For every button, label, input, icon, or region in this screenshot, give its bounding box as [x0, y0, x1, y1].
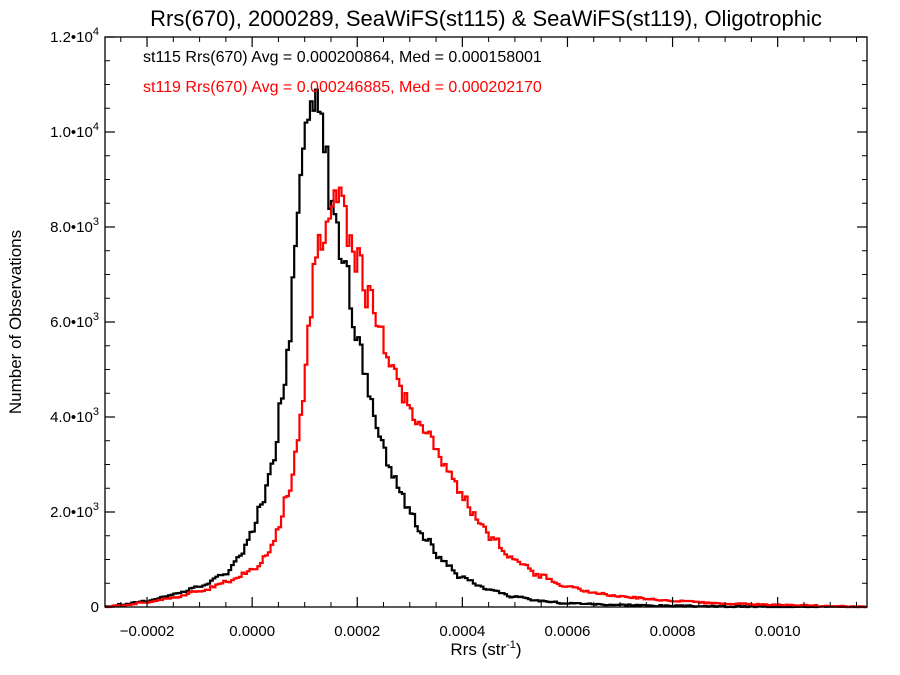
y-tick-label: 6.0•103 — [50, 311, 99, 331]
legend-st115: st115 Rrs(670) Avg = 0.000200864, Med = … — [143, 49, 542, 66]
x-tick-label: −0.0002 — [120, 623, 175, 640]
x-axis-label: Rrs (str-1) — [450, 639, 521, 659]
histogram-st119 — [105, 186, 867, 609]
x-tick-label: 0.0006 — [545, 623, 591, 640]
y-tick-label: 1.0•104 — [50, 121, 99, 141]
chart-title: Rrs(670), 2000289, SeaWiFS(st115) & SeaW… — [150, 6, 822, 31]
x-tick-label: 0.0002 — [334, 623, 380, 640]
x-tick-label: 0.0010 — [755, 623, 801, 640]
y-tick-label: 0 — [91, 599, 99, 616]
y-tick-label: 1.2•104 — [50, 26, 99, 46]
y-axis-ticks: 0 2.0•103 4.0•103 6.0•103 8.0•103 1.0•104 1.2•… — [50, 26, 867, 616]
x-tick-label: 0.0000 — [229, 623, 275, 640]
x-axis-ticks: −0.0002 0.0000 0.0002 0.0004 0.0006 0.0008 0.0… — [120, 37, 857, 640]
y-tick-label: 8.0•103 — [50, 216, 99, 236]
legend-st119: st119 Rrs(670) Avg = 0.000246885, Med = … — [143, 79, 542, 96]
y-tick-label: 2.0•103 — [50, 501, 99, 521]
x-tick-label: 0.0004 — [439, 623, 485, 640]
y-axis-label: Number of Observations — [6, 230, 25, 414]
x-tick-label: 0.0008 — [650, 623, 696, 640]
y-tick-label: 4.0•103 — [50, 406, 99, 426]
